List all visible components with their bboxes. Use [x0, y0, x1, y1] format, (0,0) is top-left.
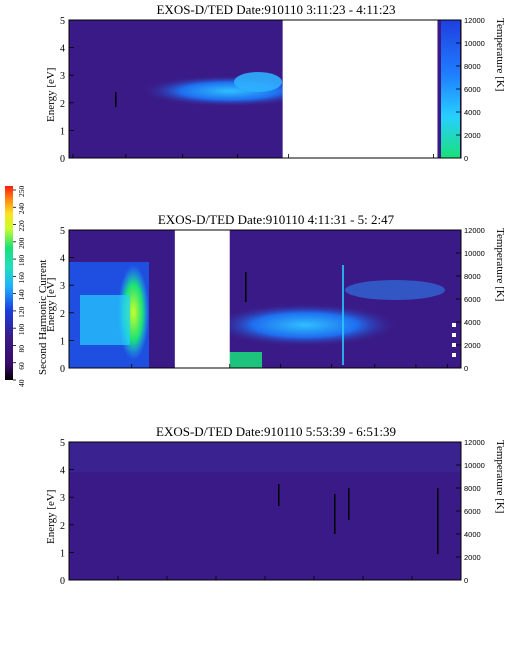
panel-2-ylabel: Energy [eV] [45, 278, 57, 332]
panel-2-marker [452, 333, 456, 337]
colorbar-tick-label: 220 [17, 220, 26, 232]
panel-3-y2tick-label: 6000 [464, 507, 481, 516]
panel-1-y2tick-label: 10000 [464, 39, 485, 48]
colorbar-gradient [5, 186, 13, 380]
panel-3-ytick-label: 1 [60, 548, 65, 559]
panel-2-marker [452, 353, 456, 357]
panel-2-marker [452, 323, 456, 327]
panel-2-ytick-label: 5 [60, 226, 65, 237]
panel-1-ytick-label: 4 [60, 44, 65, 55]
colorbar-tick-label: 160 [17, 272, 26, 284]
panel-3-ytick-label: 5 [60, 438, 65, 449]
panel-1-ylabel: Energy [eV] [45, 68, 57, 122]
colorbar-tick-label: 200 [17, 237, 26, 249]
panel-1-ytick-label: 1 [60, 126, 65, 137]
panel-3-y2label: Temperature [K] [494, 440, 505, 513]
panel-1-ytick-label: 0 [60, 154, 65, 165]
panel-3-y2tick-label: 8000 [464, 484, 481, 493]
panel-3-y2tick-label: 0UTALTILATMLTGLATGLON5:53:399537.80.2220… [464, 576, 468, 585]
panel-1-ytick-label: 5 [60, 16, 65, 27]
colorbar-tick-label: 240 [17, 203, 26, 215]
panel-2-ytick-label: 2 [60, 309, 65, 320]
panel-2-spike-a [245, 272, 247, 302]
panel-2-white-markers [452, 323, 456, 357]
panel-3-ytick-label: 4 [60, 466, 65, 477]
panel-3-y2tick-label: 2000 [464, 553, 481, 562]
colorbar-label: Second Harmonic Current [37, 260, 49, 375]
panel-2-y2tick-label: 12000 [464, 226, 485, 235]
panel-3-ytick-label: 0 [60, 576, 65, 587]
colorbar-tick-label: 250 [17, 186, 26, 198]
panel-2: EXOS-D/TED Date:910110 4:11:31 - 5: 2:47… [45, 212, 505, 375]
panel-2-y2tick-label: 6000 [464, 295, 481, 304]
panel-2-y2tick-label: 4000 [464, 318, 481, 327]
panel-1-y2tick-label: 12000 [464, 16, 485, 25]
panel-2-warm-region [80, 295, 130, 345]
panel-3-ytick-label: 3 [60, 493, 65, 504]
panel-1-title: EXOS-D/TED Date:910110 3:11:23 - 4:11:23 [156, 2, 395, 17]
panel-1-plasma-band-core [234, 72, 282, 92]
panel-1-ytick-label: 3 [60, 71, 65, 82]
panel-2-marker [452, 343, 456, 347]
panel-1-y2tick-label: 4000 [464, 108, 481, 117]
panel-2-spike-b [342, 265, 344, 365]
panel-1-y2tick-label: 0UTALTILATMLTGLATGLON3:11:238725.66.1723… [464, 154, 468, 163]
colorbar: 40 60 80 100 120 140 160 180 200 220 240 250 Second… [5, 186, 49, 387]
panel-1-spike [115, 92, 117, 107]
panel-2-y2tick-label: 8000 [464, 272, 481, 281]
panel-1: EXOS-D/TED Date:910110 3:11:23 - 4:11:23… [45, 2, 505, 165]
panel-3-ytick-label: 2 [60, 521, 65, 532]
panel-1-data-gap [282, 20, 438, 158]
panel-3-title: EXOS-D/TED Date:910110 5:53:39 - 6:51:39 [156, 424, 396, 439]
panel-3-y2tick-label: 10000 [464, 461, 485, 470]
panel-2-ytick-label: 0 [60, 364, 65, 375]
colorbar-tick-label: 40 [17, 379, 26, 387]
panel-2-bottom-green [222, 352, 262, 368]
panel-2-y2tick-label: 2000 [464, 341, 481, 350]
panel-2-y2tick-label: 10000 [464, 249, 485, 258]
panel-2-ytick-label: 1 [60, 336, 65, 347]
panel-2-plasma-band [210, 303, 400, 347]
panel-2-data-gap [174, 230, 230, 368]
panel-3-upper-haze [69, 442, 461, 472]
panel-2-plasma-band-tail [345, 280, 445, 300]
panel-2-y2label: Temperature [K] [494, 228, 505, 301]
panel-1-y2tick-label: 2000 [464, 131, 481, 140]
colorbar-tick-label: 60 [17, 362, 26, 370]
colorbar-tick-label: 180 [17, 255, 26, 267]
panel-3-ylabel: Energy [eV] [45, 490, 57, 544]
panel-2-title: EXOS-D/TED Date:910110 4:11:31 - 5: 2:47 [158, 212, 395, 227]
panel-3-spike [278, 484, 280, 506]
panel-2-y2tick-label: 0UTALTILATMLTGLATGLON4:11:311103.41.932.… [464, 364, 468, 373]
colorbar-tick-label: 120 [17, 306, 26, 318]
panel-2-ytick-label: 4 [60, 254, 65, 265]
colorbar-tick-label: 100 [17, 324, 26, 336]
panel-3: EXOS-D/TED Date:910110 5:53:39 - 6:51:39… [45, 424, 505, 587]
panel-3-spike [348, 488, 350, 520]
colorbar-tick-label: 80 [17, 345, 26, 353]
panel-1-temperature-strip [441, 20, 460, 158]
panel-1-y2tick-label: 6000 [464, 85, 481, 94]
panel-1-y2label: Temperature [K] [494, 18, 505, 91]
colorbar-tick-label: 140 [17, 289, 26, 301]
panel-2-ytick-label: 3 [60, 281, 65, 292]
panel-3-spike [437, 488, 439, 554]
panel-3-spike [334, 494, 336, 534]
panel-1-ytick-label: 2 [60, 99, 65, 110]
panel-1-y2tick-label: 8000 [464, 62, 481, 71]
panel-3-y2tick-label: 12000 [464, 438, 485, 447]
panel-3-y2tick-label: 4000 [464, 530, 481, 539]
